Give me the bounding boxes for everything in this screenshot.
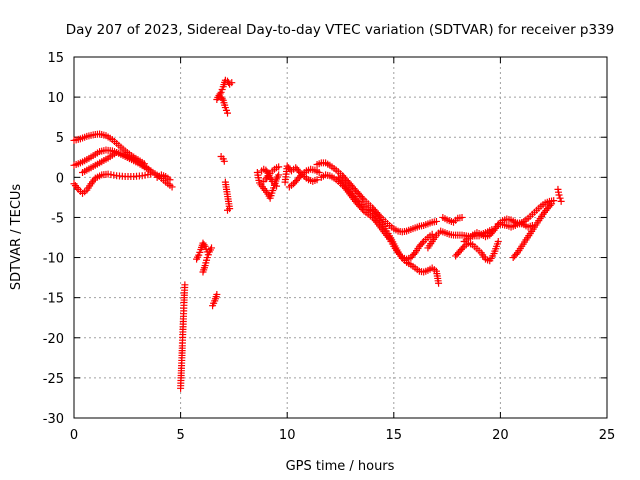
- y-tick-label: -30: [43, 412, 64, 427]
- y-tick-label: 0: [56, 171, 64, 186]
- data-point: [263, 173, 271, 181]
- y-tick-label: 15: [47, 51, 64, 66]
- data-point: [528, 221, 536, 229]
- series-arc-e: [153, 171, 174, 184]
- x-tick-label: 25: [599, 428, 616, 443]
- x-tick-labels: 0 5 10 15 20 25: [70, 428, 615, 443]
- data-point: [216, 90, 224, 98]
- y-tick-label: -10: [43, 252, 64, 267]
- data-point: [208, 244, 216, 252]
- data-point: [435, 279, 443, 287]
- y-axis-label: SDTVAR / TECUs: [9, 184, 24, 291]
- data-point: [181, 281, 189, 289]
- y-tick-label: 10: [47, 91, 64, 106]
- data-point: [200, 241, 208, 249]
- series-arc-p: [260, 163, 283, 185]
- series-arc-l: [217, 152, 228, 165]
- series-arc-f: [177, 281, 189, 392]
- x-tick-label: 20: [492, 428, 509, 443]
- data-point: [213, 290, 221, 298]
- x-tick-label: 15: [386, 428, 403, 443]
- series-arc-k: [217, 93, 232, 117]
- y-tick-label: -15: [43, 292, 64, 307]
- series-arc-bb: [554, 185, 565, 205]
- series-arc-d: [79, 148, 176, 191]
- data-point: [546, 201, 554, 209]
- plot-frame: [73, 56, 608, 419]
- data-point: [432, 217, 440, 225]
- axis-ticks: [73, 56, 608, 419]
- data-point: [494, 238, 502, 246]
- data-point: [418, 239, 426, 247]
- data-point: [354, 197, 362, 205]
- data-point: [273, 182, 281, 190]
- data-point: [557, 197, 565, 205]
- x-tick-label: 5: [176, 428, 184, 443]
- data-point: [297, 172, 305, 180]
- data-point: [228, 79, 236, 87]
- data-point: [555, 191, 563, 199]
- data-point: [359, 194, 367, 202]
- series-arc-g: [193, 239, 211, 263]
- data-point: [168, 183, 176, 191]
- series-arc-i: [209, 290, 221, 310]
- series-arc-m: [221, 178, 234, 214]
- chart-title: Day 207 of 2023, Sidereal Day-to-day VTE…: [66, 22, 615, 38]
- data-point: [315, 169, 323, 177]
- y-tick-label: -5: [51, 211, 64, 226]
- series-arc-x: [452, 238, 502, 265]
- data-point: [512, 250, 520, 258]
- data-point: [224, 109, 232, 117]
- data-point: [458, 213, 466, 221]
- data-point: [218, 95, 226, 103]
- data-point: [275, 171, 283, 179]
- data-point: [275, 163, 283, 171]
- series-arc-z: [509, 200, 556, 262]
- y-tick-labels: -30 -25 -20 -15 -10 -5 0 5 10 15: [43, 51, 64, 427]
- x-axis-label: GPS time / hours: [286, 459, 395, 474]
- series-arc-u: [334, 173, 443, 287]
- data-point: [459, 244, 467, 252]
- data-point: [166, 176, 174, 184]
- x-tick-label: 0: [70, 428, 78, 443]
- series-arc-r: [285, 165, 323, 191]
- y-tick-label: -20: [43, 332, 64, 347]
- x-tick-label: 10: [279, 428, 296, 443]
- data-point: [556, 194, 564, 202]
- y-tick-label: -25: [43, 372, 64, 387]
- series-arc-aa: [494, 219, 536, 231]
- data-point: [410, 250, 418, 258]
- data-point: [220, 157, 228, 165]
- data-point: [295, 167, 303, 175]
- y-tick-label: 5: [56, 131, 64, 146]
- series-arc-h: [199, 244, 216, 276]
- data-points: [70, 76, 565, 392]
- data-point: [313, 176, 321, 184]
- data-point: [548, 200, 556, 208]
- series-arc-w: [439, 213, 466, 226]
- data-point: [221, 178, 229, 186]
